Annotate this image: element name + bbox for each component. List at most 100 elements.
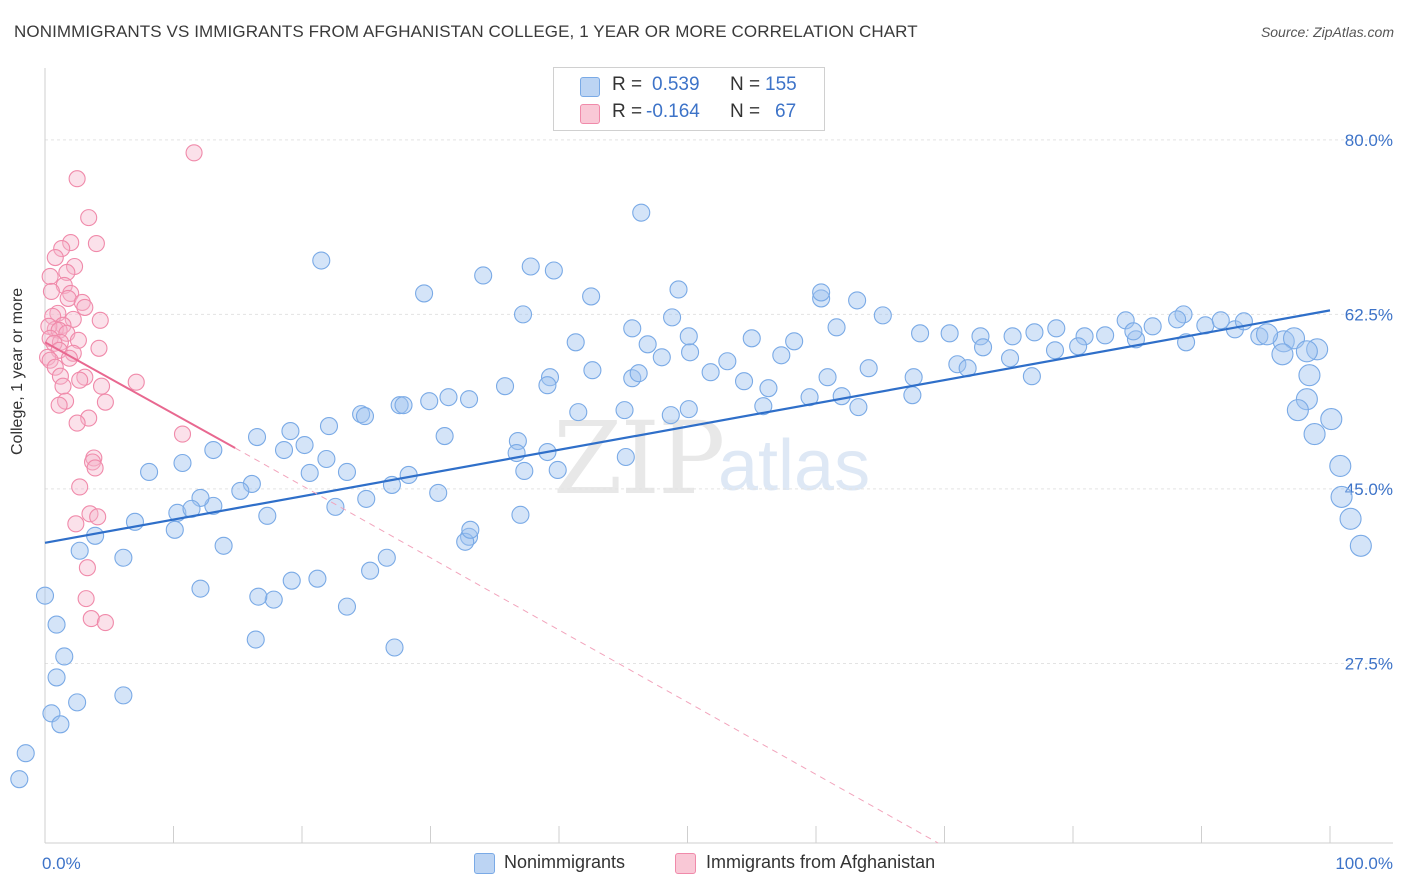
point-afghan [50,396,68,414]
point-nonimmigrant [538,376,557,395]
point-nonimmigrant [55,647,74,666]
point-nonimmigrant [377,548,396,567]
gridlines [45,139,1393,664]
point-afghan [96,614,114,632]
point-afghan [41,267,59,286]
point-nonimmigrant [295,435,314,455]
point-nonimmigrant [173,453,192,473]
point-nonimmigrant [435,427,454,446]
point-nonimmigrant [385,638,404,657]
point-afghan [67,515,85,533]
point-nonimmigrant [849,398,868,417]
point-nonimmigrant [459,390,479,409]
point-afghan [46,248,64,267]
point-nonimmigrant [1168,310,1187,329]
point-nonimmigrant [204,440,223,460]
point-nonimmigrant [1298,364,1321,387]
x-tick-label: 0.0% [42,854,81,873]
point-nonimmigrant [1295,388,1318,411]
point-nonimmigrant [1349,534,1372,557]
point-nonimmigrant [1295,340,1318,363]
point-nonimmigrant [1286,399,1309,422]
point-nonimmigrant [832,387,851,406]
source-label: Source: ZipAtlas.com [1260,24,1394,40]
point-nonimmigrant [663,308,682,327]
point-nonimmigrant [827,318,846,337]
point-nonimmigrant [300,463,319,483]
point-afghan [80,209,98,227]
chart-title: NONIMMIGRANTS VS IMMIGRANTS FROM AFGHANI… [14,22,918,41]
point-nonimmigrant [800,388,819,407]
point-nonimmigrant [249,587,268,606]
point-nonimmigrant [390,396,409,415]
point-nonimmigrant [1143,317,1162,336]
bottom-legend-swatch-nonimmigrants [474,853,495,874]
point-nonimmigrant [1329,454,1352,478]
point-nonimmigrant [204,496,223,515]
point-nonimmigrant [16,744,35,763]
bottom-legend-swatch-afghan [675,853,696,874]
point-nonimmigrant [35,586,55,605]
point-afghan [86,459,104,477]
point-nonimmigrant [661,406,680,425]
legend-r-value-nonimmigrants: 0.539 [652,74,700,95]
y-tick-label: 80.0% [1345,131,1393,150]
point-nonimmigrant [114,548,133,567]
point-nonimmigrant [940,324,959,343]
y-tick-label: 62.5% [1345,305,1393,324]
point-nonimmigrant [1069,337,1088,356]
point-nonimmigrant [319,417,339,436]
point-nonimmigrant [246,630,265,649]
point-nonimmigrant [1303,423,1326,446]
trend-lines [44,309,1331,844]
point-afghan [64,310,82,328]
nonimmigrants-points [10,203,1372,789]
legend-n-value-afghan: 67 [775,101,797,122]
legend-r-value-afghan: -0.164 [646,101,700,122]
point-nonimmigrant [1022,367,1041,386]
x-tick-label: 100.0% [1335,854,1393,873]
point-nonimmigrant [165,520,184,539]
point-nonimmigrant [1271,343,1294,366]
point-nonimmigrant [623,319,642,338]
point-nonimmigrant [812,289,831,308]
point-nonimmigrant [308,569,327,588]
point-nonimmigrant [701,363,720,382]
point-nonimmigrant [718,352,737,371]
point-nonimmigrant [742,329,761,348]
trend-line-afghan-extension [234,447,939,844]
point-nonimmigrant [214,536,233,555]
trend-line-afghan [44,341,236,449]
point-nonimmigrant [548,460,567,480]
point-afghan [71,478,89,496]
point-afghan [92,377,111,395]
point-afghan [173,425,192,443]
point-nonimmigrant [772,346,791,365]
point-afghan [53,239,71,258]
y-tick-labels: 27.5% 45.0% 62.5% 80.0% [1345,131,1393,674]
point-nonimmigrant [971,327,990,346]
point-nonimmigrant [140,462,159,482]
point-nonimmigrant [679,327,698,346]
point-nonimmigrant [258,506,277,525]
point-afghan [87,235,105,253]
point-afghan [71,371,89,389]
point-nonimmigrant [544,261,563,280]
y-axis-label: College, 1 year or more [9,287,26,455]
point-nonimmigrant [429,483,448,502]
point-nonimmigrant [495,377,515,396]
point-nonimmigrant [282,571,301,590]
legend-n-value-nonimmigrants: 155 [765,74,797,95]
point-nonimmigrant [1211,311,1230,330]
point-nonimmigrant [679,400,698,419]
watermark-atlas: atlas [718,426,871,506]
point-nonimmigrant [317,449,336,469]
point-nonimmigrant [1047,319,1066,338]
point-afghan [62,284,80,302]
point-nonimmigrant [68,693,87,712]
correlation-legend: R = 0.539 N = 155 R = -0.164 N = 67 [553,67,825,131]
legend-swatch-afghan [580,104,600,124]
afghan-points [39,144,203,632]
point-afghan [68,414,86,432]
point-nonimmigrant [652,348,671,367]
